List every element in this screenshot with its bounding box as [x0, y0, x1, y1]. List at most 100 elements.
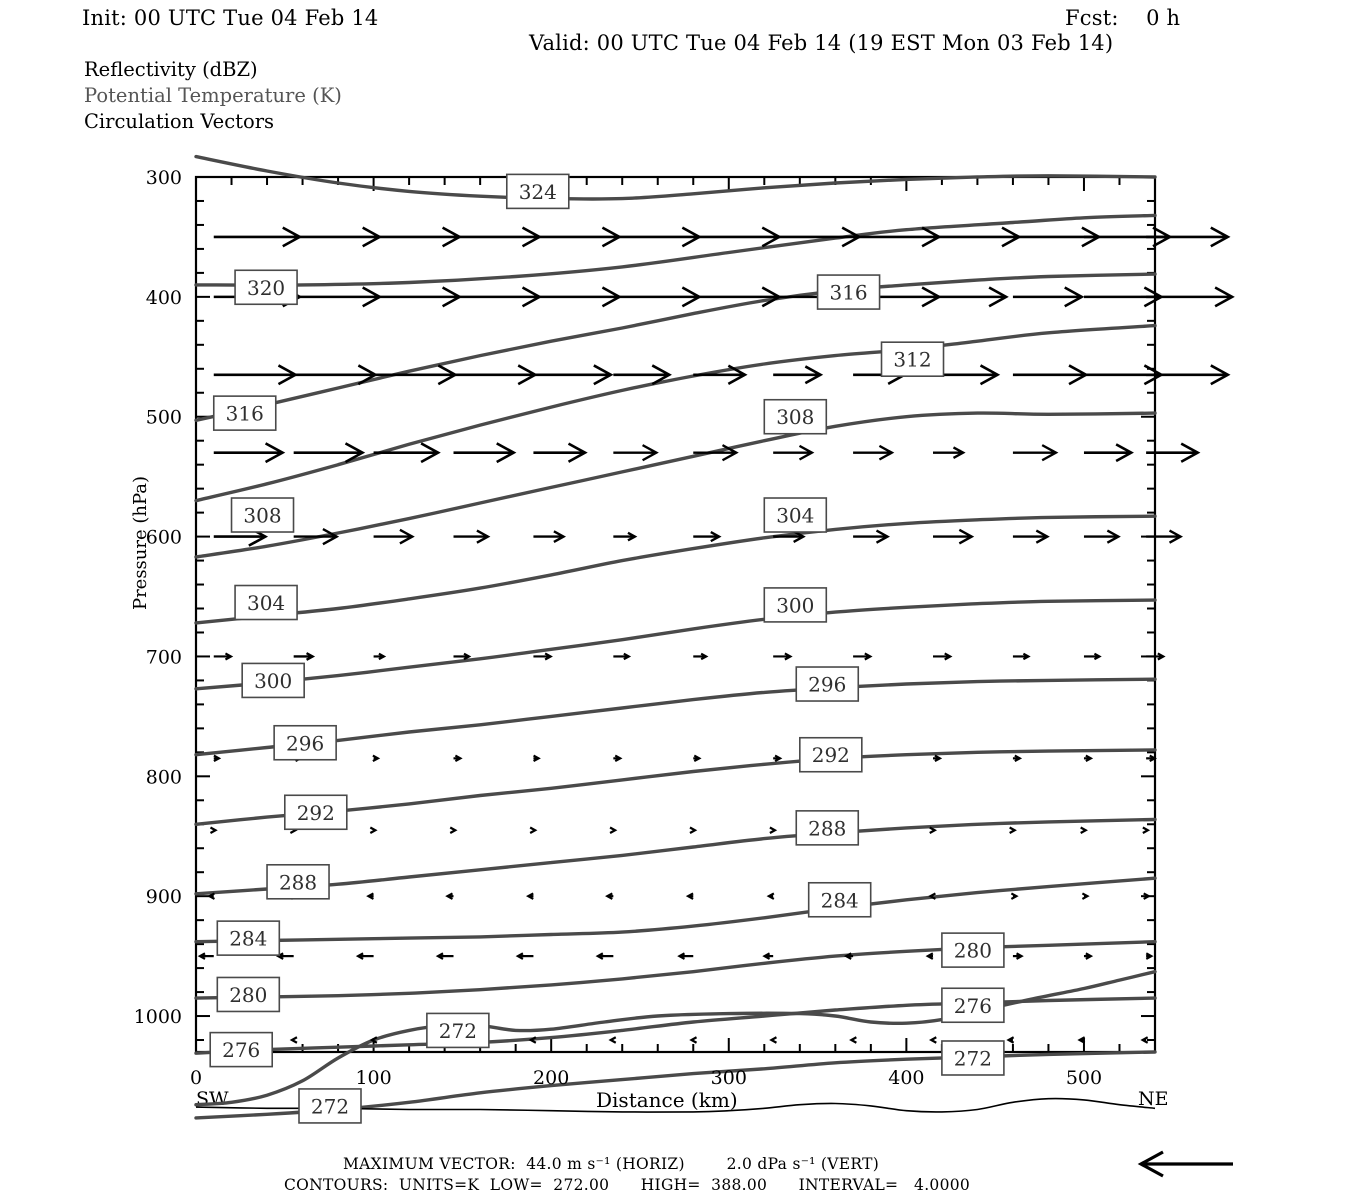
circulation-vector [213, 442, 286, 464]
contour-label-text: 292 [297, 801, 335, 825]
circulation-vector [533, 364, 614, 386]
contour-label-280: 280 [941, 932, 1005, 968]
contour-label-text: 304 [776, 504, 814, 528]
circulation-vector [533, 530, 567, 543]
contour-label-text: 316 [829, 281, 867, 305]
circulation-vector [533, 652, 553, 661]
contour-label-text: 280 [954, 939, 992, 963]
circulation-vector [373, 364, 458, 386]
circulation-vector [605, 892, 614, 900]
contour-label-280: 280 [216, 976, 281, 1013]
contour-label-text: 288 [279, 870, 317, 894]
circulation-vector [372, 754, 381, 763]
circulation-vector [1146, 529, 1184, 544]
contour-label-284: 284 [216, 920, 281, 956]
contour-label-292: 292 [283, 794, 348, 831]
circulation-vector [1083, 754, 1094, 763]
circulation-vector [373, 442, 441, 464]
contour-label-316: 316 [212, 395, 277, 431]
circulation-vector [453, 226, 543, 248]
circulation-vector [533, 286, 623, 308]
circulation-vector [213, 652, 234, 661]
contour-label-308: 308 [230, 497, 295, 533]
contour-label-304: 304 [234, 584, 298, 621]
circulation-vector [685, 892, 694, 900]
circulation-vector [608, 1036, 617, 1044]
circulation-vector [1012, 529, 1050, 544]
terrain-trace [195, 1097, 1156, 1113]
circulation-vector [449, 826, 458, 834]
contour-label-304: 304 [763, 497, 828, 533]
contour-label-text: 300 [776, 593, 814, 617]
x-tick-100: 100 [355, 1067, 391, 1089]
contour-label-text: 284 [821, 888, 859, 912]
contour-line-276 [194, 996, 1157, 1055]
contour-label-272: 272 [941, 1040, 1005, 1076]
circulation-vector [925, 952, 934, 960]
circulation-vector [929, 826, 938, 834]
contour-line-300 [194, 598, 1157, 691]
contour-label-text: 288 [808, 816, 846, 840]
circulation-vector [769, 1036, 777, 1044]
circulation-vector [1146, 364, 1231, 386]
circulation-vector [843, 952, 854, 960]
circulation-vector [1146, 226, 1231, 248]
circulation-vector [213, 754, 222, 763]
circulation-vector [1006, 1036, 1015, 1044]
contour-line-316 [194, 272, 1157, 422]
contour-label-296: 296 [795, 666, 860, 702]
circulation-vector [609, 826, 618, 834]
circulation-vector [1146, 286, 1235, 308]
circulation-vector [1143, 892, 1151, 900]
circulation-vector [435, 952, 454, 960]
circulation-vector [453, 652, 472, 661]
x-tick-400: 400 [888, 1067, 924, 1089]
circulation-vector [1083, 529, 1121, 544]
circulation-vector [595, 952, 614, 960]
circulation-vector [1140, 1036, 1149, 1044]
circulation-vector-field [197, 226, 1235, 1044]
circulation-vector [1083, 952, 1094, 960]
circulation-vector [933, 652, 953, 661]
circulation-vector [293, 286, 383, 308]
circulation-vector [293, 652, 316, 661]
contour-label-320: 320 [234, 269, 298, 306]
circulation-vector [693, 286, 782, 308]
contour-label-276: 276 [209, 1031, 274, 1068]
plot-frame [194, 175, 1157, 1054]
circulation-vector [1009, 826, 1017, 834]
circulation-vector [933, 446, 966, 460]
contour-label-text: 312 [893, 348, 931, 372]
circulation-vector [207, 892, 215, 900]
circulation-vector [1146, 754, 1158, 763]
valid-time-label: Valid: 00 UTC Tue 04 Feb 14 (19 EST Mon … [529, 31, 1114, 55]
circulation-vector [849, 1036, 857, 1044]
circulation-vector [533, 442, 588, 463]
circulation-vector [1083, 443, 1134, 463]
contour-label-276: 276 [941, 987, 1005, 1024]
circulation-vector [373, 286, 463, 308]
circulation-vector [693, 652, 709, 661]
circulation-vector [773, 754, 783, 763]
circulation-vector [693, 530, 722, 543]
circulation-vector [689, 1036, 698, 1044]
contour-label-text: 272 [439, 1019, 477, 1043]
circulation-vector [1012, 364, 1089, 386]
circulation-vector [769, 826, 778, 834]
circulation-vector [853, 529, 890, 544]
max-vector-footnote: MAXIMUM VECTOR: 44.0 m s⁻¹ (HORIZ) 2.0 d… [343, 1155, 880, 1173]
contour-label-272: 272 [298, 1088, 362, 1124]
potential-temperature-contours [194, 154, 1157, 1120]
x-tick-300: 300 [711, 1067, 747, 1089]
terrain-surface-line [195, 1097, 1156, 1113]
circulation-vector [373, 528, 415, 545]
contour-label-text: 276 [222, 1038, 260, 1062]
circulation-vector [1012, 286, 1085, 308]
circulation-vector [853, 652, 873, 661]
circulation-vector [773, 652, 793, 661]
circulation-vector [693, 364, 748, 385]
legend-potential-temperature: Potential Temperature (K) [84, 84, 342, 107]
contour-label-text: 296 [286, 731, 324, 755]
circulation-vector [373, 226, 463, 248]
